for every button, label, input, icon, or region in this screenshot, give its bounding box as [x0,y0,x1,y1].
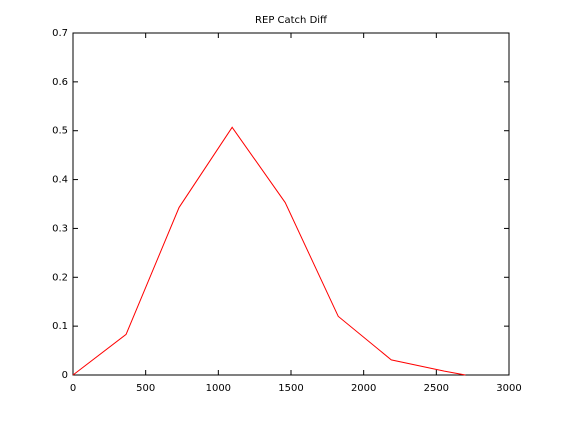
x-tick-label: 500 [136,383,155,394]
y-tick-label: 0 [62,370,68,381]
y-tick-label: 0.7 [52,28,68,39]
data-line [72,126,466,376]
y-tick-label: 0.6 [52,77,68,88]
y-tick-label: 0.2 [52,272,68,283]
y-tick-label: 0.4 [52,175,68,186]
x-tick-label: 2000 [351,383,376,394]
x-tick-label: 0 [70,383,76,394]
y-tick-label: 0.3 [52,223,68,234]
x-tick-label: 1000 [206,383,231,394]
chart-title: REP Catch Diff [255,15,328,26]
y-tick-label: 0.5 [52,126,68,137]
x-tick-label: 1500 [278,383,303,394]
y-tick-label: 0.1 [52,321,68,332]
x-tick-label: 2500 [424,383,449,394]
x-tick-label: 3000 [496,383,521,394]
